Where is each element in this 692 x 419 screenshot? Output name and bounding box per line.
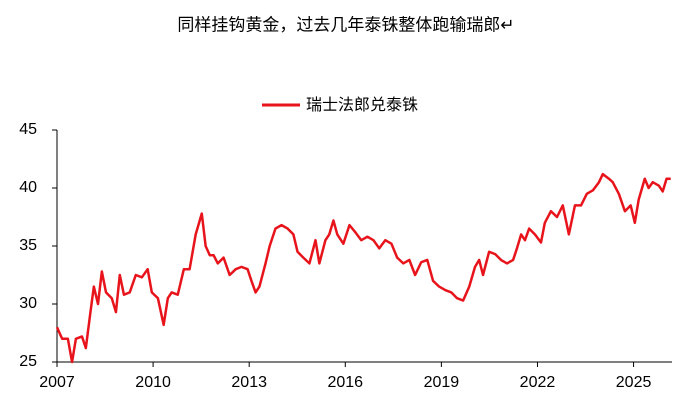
legend-label: 瑞士法郎兑泰铢	[306, 96, 418, 114]
y-tick-label: 35	[19, 237, 37, 254]
x-tick-label: 2007	[39, 374, 75, 391]
data-line	[55, 172, 671, 364]
y-tick-label: 25	[19, 353, 37, 370]
y-tick-label: 45	[19, 121, 37, 138]
x-tick-label: 2019	[424, 374, 460, 391]
x-tick-label: 2025	[616, 374, 652, 391]
x-tick-label: 2022	[520, 374, 556, 391]
x-tick-label: 2016	[327, 374, 363, 391]
chart-title: 同样挂钩黄金，过去几年泰铢整体跑输瑞郎↵	[177, 15, 514, 34]
x-tick-label: 2013	[231, 374, 267, 391]
y-tick-label: 40	[19, 179, 37, 196]
x-tick-label: 2010	[135, 374, 171, 391]
y-tick-label: 30	[19, 295, 37, 312]
